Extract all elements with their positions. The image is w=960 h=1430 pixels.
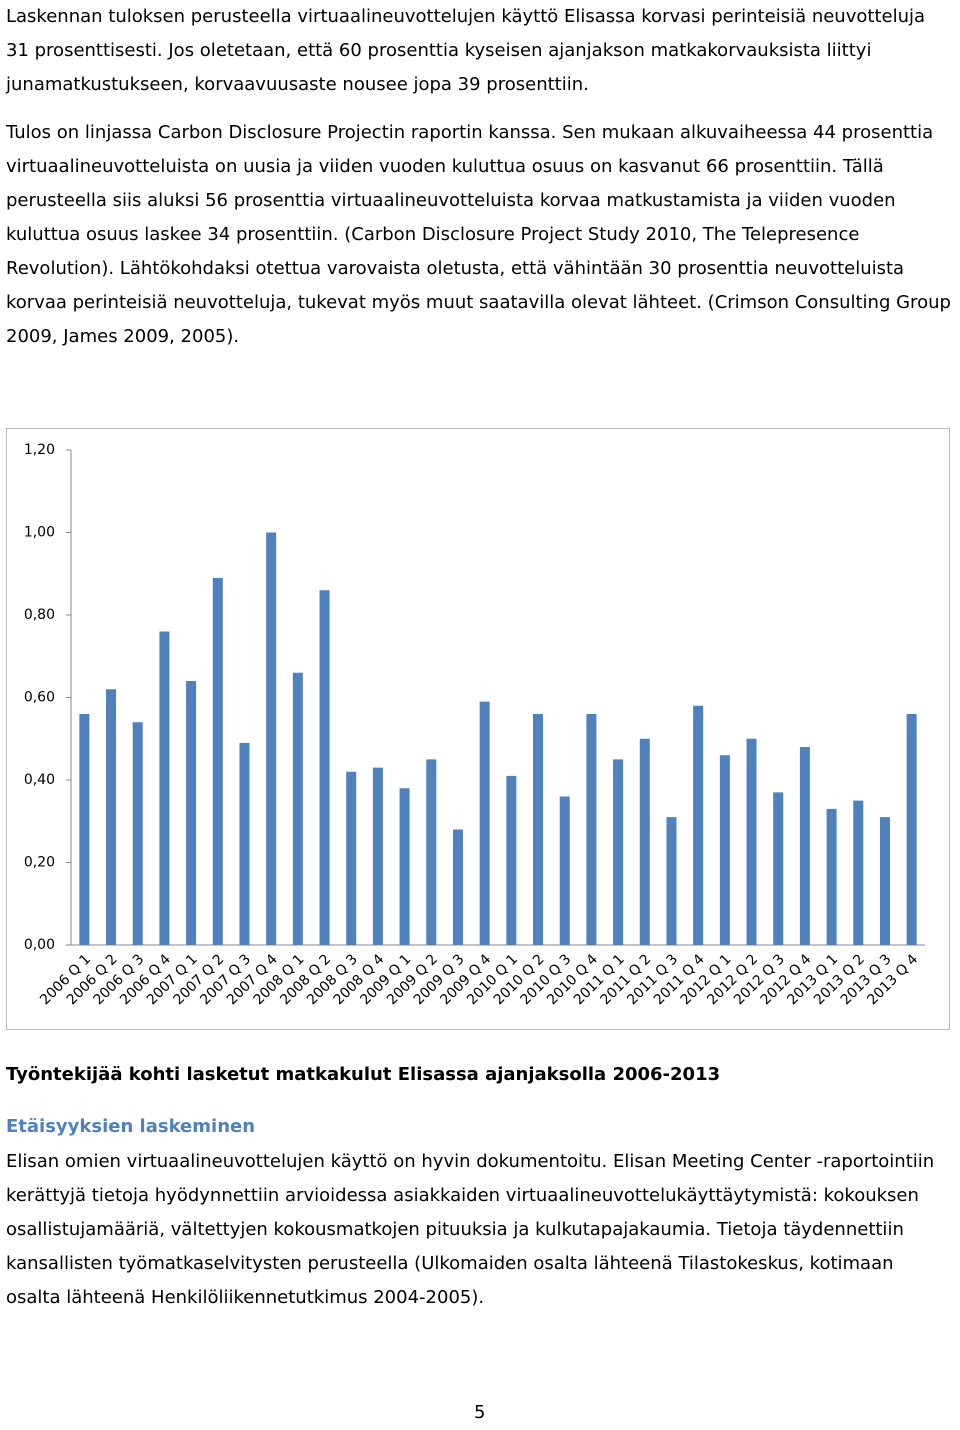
bar [372,767,383,945]
bar [879,817,890,945]
bar [266,532,277,945]
paragraph: Laskennan tuloksen perusteella virtuaali… [6,6,926,95]
heading: Etäisyyksien laskeminen [6,1116,256,1137]
bar [533,714,544,945]
bar [186,681,197,945]
bar [506,775,517,945]
bar [212,577,223,945]
bar [559,796,570,945]
bar [693,705,704,945]
bar [746,738,757,945]
bar [426,759,437,945]
y-tick-label: 1,00 [24,525,55,541]
bar [719,755,730,945]
bar [479,701,490,945]
caption: Työntekijää kohti lasketut matkakulut El… [6,1064,721,1085]
bar [639,738,650,945]
bar [452,829,463,945]
y-tick-label: 1,20 [24,442,55,458]
bar [906,714,917,945]
bar [773,792,784,945]
bar [239,742,250,945]
y-tick-label: 0,40 [24,772,55,788]
y-tick-label: 0,20 [24,855,55,871]
bar [79,714,90,945]
paragraph: Tulos on linjassa Carbon Disclosure Proj… [6,122,951,347]
bar [826,808,837,945]
bar [399,788,410,945]
bar [346,771,357,945]
bar [853,800,864,945]
bar [159,631,170,945]
bar [799,747,810,945]
bar [292,672,303,945]
page-number: 5 [474,1402,486,1423]
bar [666,817,677,945]
y-tick-label: 0,80 [24,607,55,623]
paragraph: Elisan omien virtuaalineuvottelujen käyt… [6,1151,935,1308]
bar [106,689,117,945]
bar [319,590,330,945]
bar [586,714,597,945]
bar [132,722,143,945]
bar [613,759,624,945]
y-tick-label: 0,60 [24,690,55,706]
y-tick-label: 0,00 [24,937,55,953]
